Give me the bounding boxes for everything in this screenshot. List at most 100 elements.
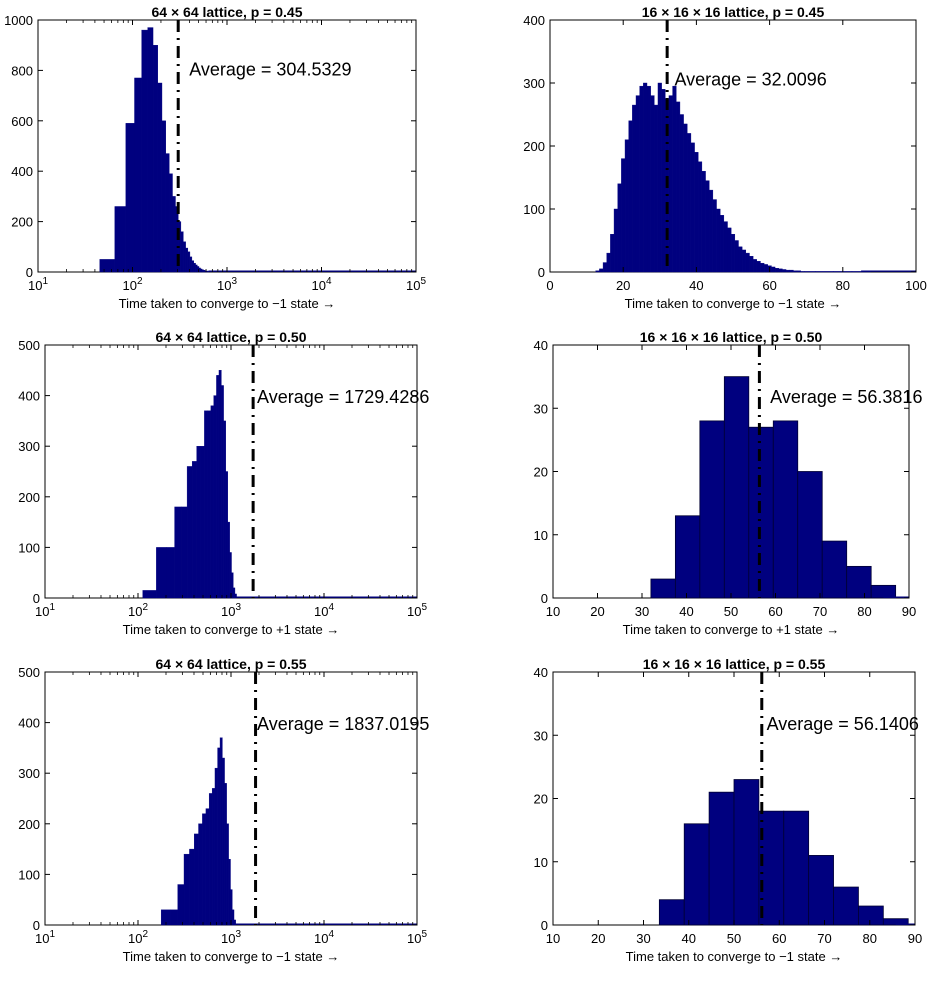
histogram-bar [193, 262, 196, 273]
histogram-bar [201, 269, 204, 273]
histogram-bar [221, 385, 224, 599]
histogram-bar [206, 270, 208, 273]
histogram-bar [815, 271, 834, 273]
x-tick-label: 20 [590, 604, 604, 619]
average-label: Average = 32.0096 [674, 70, 826, 90]
histogram-bar [229, 552, 232, 599]
histogram-bar [183, 853, 190, 926]
y-tick-label: 100 [18, 540, 40, 555]
histogram-bars [142, 370, 237, 599]
x-tick-label: 104 [314, 602, 334, 619]
histogram-bar [694, 152, 699, 273]
histogram-bar [789, 269, 794, 273]
histogram-bar [205, 808, 210, 926]
histogram-bar [646, 85, 651, 273]
histogram-bar [708, 791, 735, 926]
x-tick-label: 30 [636, 931, 650, 946]
x-tick-label: 60 [768, 604, 782, 619]
histogram-bar [180, 231, 184, 273]
average-label: Average = 56.3816 [770, 387, 922, 407]
histogram-bar [723, 221, 728, 273]
x-tick-label: 20 [591, 931, 605, 946]
histogram-bar [599, 268, 604, 273]
histogram-bar [674, 515, 701, 599]
histogram-bar [200, 446, 205, 599]
histogram-bar [760, 262, 765, 273]
histogram-bar [748, 426, 774, 599]
x-tick-label: 30 [635, 604, 649, 619]
histogram-panel-2: 0 20 40 60 80 100 0 100 200 300 400 16 × 16 × 16 la… [523, 4, 927, 311]
x-tick-label: 103 [221, 929, 241, 946]
histogram-bar [716, 208, 721, 273]
histogram-bar [224, 783, 227, 926]
histogram-bar [632, 104, 637, 273]
x-tick-label: 80 [857, 604, 871, 619]
histogram-bar [185, 247, 189, 273]
histogram-bar [793, 270, 798, 273]
histogram-bar [211, 788, 216, 926]
histogram-bar [804, 271, 816, 273]
chart-title: 16 × 16 × 16 lattice, p = 0.55 [643, 656, 826, 672]
histogram-bar [639, 85, 644, 273]
x-tick-label: 101 [28, 276, 48, 293]
x-tick-label: 101 [35, 929, 55, 946]
histogram-bar [114, 206, 127, 273]
x-tick-label: 50 [724, 604, 738, 619]
histogram-bar [230, 889, 233, 926]
x-tick-label: 60 [772, 931, 786, 946]
histogram-bar [125, 123, 135, 273]
x-tick-label: 80 [836, 278, 850, 293]
y-tick-label: 10 [534, 855, 548, 870]
histogram-bar [602, 262, 607, 273]
histogram-bar [183, 241, 186, 273]
histogram-bar [134, 77, 142, 273]
average-label: Average = 304.5329 [189, 59, 351, 79]
histogram-bars [99, 27, 210, 273]
y-tick-label: 500 [18, 665, 40, 680]
x-tick-label: 103 [217, 276, 237, 293]
histogram-bar [606, 252, 611, 273]
chart-title: 64 × 64 lattice, p = 0.45 [152, 4, 303, 20]
chart-title: 64 × 64 lattice, p = 0.50 [156, 329, 307, 345]
histogram-bar [99, 259, 116, 273]
y-tick-label: 200 [18, 817, 40, 832]
histogram-bar [213, 395, 217, 599]
histogram-bar [628, 120, 633, 273]
y-tick-label: 30 [534, 728, 548, 743]
histogram-bar [723, 376, 750, 599]
x-tick-label: 70 [813, 604, 827, 619]
chart-title: 16 × 16 × 16 lattice, p = 0.45 [642, 4, 825, 20]
plot-area [549, 19, 917, 273]
histogram-bar [157, 82, 163, 273]
y-tick-label: 40 [534, 665, 548, 680]
y-tick-label: 600 [11, 114, 33, 129]
x-tick-label: 20 [616, 278, 630, 293]
y-tick-label: 0 [26, 265, 33, 280]
y-tick-label: 0 [33, 918, 40, 933]
histogram-bar [621, 158, 626, 273]
histogram-bar [181, 506, 188, 599]
histogram-bar [679, 114, 684, 273]
y-tick-label: 400 [18, 716, 40, 731]
histogram-bar [821, 540, 848, 599]
histogram-bar [658, 899, 685, 926]
histogram-bar [202, 813, 207, 926]
x-tick-label: 10 [546, 931, 560, 946]
x-tick-label: 90 [908, 931, 922, 946]
histogram-panel-5: 101 102 103 104 105 0 100 200 300 400 500 64 × 64 l… [18, 656, 429, 964]
plot-area [44, 671, 418, 926]
histogram-bar [650, 95, 655, 273]
histogram-bar [195, 264, 198, 273]
x-tick-label: 102 [128, 929, 148, 946]
average-label: Average = 1729.4286 [257, 387, 429, 407]
histogram-bar [610, 233, 615, 273]
histogram-bar [698, 161, 703, 273]
histogram-bar [808, 855, 834, 926]
histogram-bar [727, 227, 732, 273]
chart-title: 64 × 64 lattice, p = 0.55 [156, 656, 307, 672]
histogram-bar [654, 104, 659, 273]
x-tick-label: 40 [679, 604, 693, 619]
histogram-bar [203, 270, 206, 273]
x-axis-label: Time taken to converge to +1 state → [123, 622, 340, 637]
histogram-panel-3: 101 102 103 104 105 0 100 200 300 400 500 64 × 64 l… [18, 329, 429, 637]
